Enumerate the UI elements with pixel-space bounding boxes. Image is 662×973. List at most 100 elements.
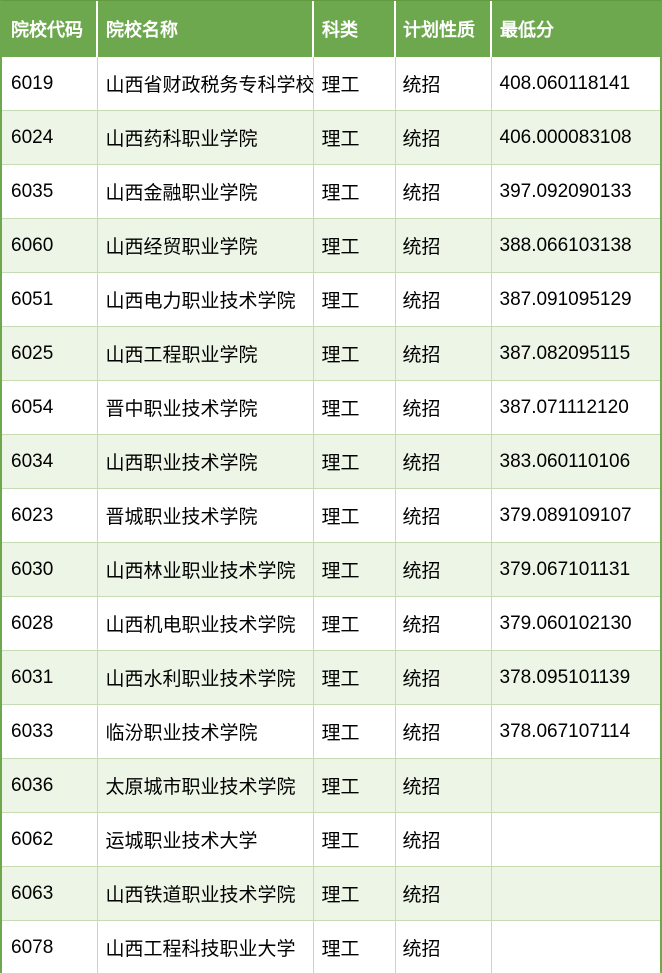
cell-name: 临汾职业技术学院 xyxy=(97,704,314,759)
cell-category: 理工 xyxy=(313,434,396,489)
cell-category: 理工 xyxy=(313,164,396,219)
cell-name: 山西药科职业学院 xyxy=(97,110,314,165)
table-row: 6033 临汾职业技术学院 理工 统招 378.067107114 xyxy=(2,704,660,759)
column-header-college-code: 院校代码 xyxy=(2,1,98,57)
table-row: 6030 山西林业职业技术学院 理工 统招 379.067101131 xyxy=(2,542,660,597)
cell-name: 太原城市职业技术学院 xyxy=(97,758,314,813)
cell-score: 387.091095129 xyxy=(491,272,660,327)
cell-plan: 统招 xyxy=(395,866,492,921)
cell-code: 6078 xyxy=(2,920,98,973)
cell-name: 山西铁道职业技术学院 xyxy=(97,866,314,921)
table-row: 6063 山西铁道职业技术学院 理工 统招 xyxy=(2,866,660,921)
cell-score xyxy=(491,758,660,813)
cell-category: 理工 xyxy=(313,57,396,111)
cell-score: 397.092090133 xyxy=(491,164,660,219)
table-row: 6034 山西职业技术学院 理工 统招 383.060110106 xyxy=(2,434,660,489)
cell-score xyxy=(491,812,660,867)
cell-score: 378.067107114 xyxy=(491,704,660,759)
cell-category: 理工 xyxy=(313,218,396,273)
cell-category: 理工 xyxy=(313,380,396,435)
cell-code: 6035 xyxy=(2,164,98,219)
cell-name: 山西职业技术学院 xyxy=(97,434,314,489)
cell-plan: 统招 xyxy=(395,218,492,273)
cell-name: 山西经贸职业学院 xyxy=(97,218,314,273)
cell-plan: 统招 xyxy=(395,110,492,165)
cell-name: 山西水利职业技术学院 xyxy=(97,650,314,705)
cell-plan: 统招 xyxy=(395,326,492,381)
cell-plan: 统招 xyxy=(395,164,492,219)
cell-plan: 统招 xyxy=(395,920,492,973)
cell-code: 6023 xyxy=(2,488,98,543)
cell-plan: 统招 xyxy=(395,812,492,867)
cell-plan: 统招 xyxy=(395,488,492,543)
table-row: 6078 山西工程科技职业大学 理工 统招 xyxy=(2,920,660,973)
cell-score xyxy=(491,866,660,921)
table-row: 6024 山西药科职业学院 理工 统招 406.000083108 xyxy=(2,110,660,165)
cell-plan: 统招 xyxy=(395,596,492,651)
cell-code: 6033 xyxy=(2,704,98,759)
cell-code: 6036 xyxy=(2,758,98,813)
cell-code: 6051 xyxy=(2,272,98,327)
cell-name: 山西金融职业学院 xyxy=(97,164,314,219)
cell-code: 6054 xyxy=(2,380,98,435)
cell-score: 378.095101139 xyxy=(491,650,660,705)
cell-category: 理工 xyxy=(313,812,396,867)
cell-plan: 统招 xyxy=(395,650,492,705)
column-header-category: 科类 xyxy=(313,1,396,57)
table-row: 6036 太原城市职业技术学院 理工 统招 xyxy=(2,758,660,813)
cell-name: 晋城职业技术学院 xyxy=(97,488,314,543)
cell-category: 理工 xyxy=(313,758,396,813)
cell-name: 山西机电职业技术学院 xyxy=(97,596,314,651)
cell-name: 山西林业职业技术学院 xyxy=(97,542,314,597)
cell-name: 晋中职业技术学院 xyxy=(97,380,314,435)
cell-score: 408.060118141 xyxy=(491,57,660,111)
cell-code: 6060 xyxy=(2,218,98,273)
cell-category: 理工 xyxy=(313,596,396,651)
cell-category: 理工 xyxy=(313,488,396,543)
header-row: 院校代码 院校名称 科类 计划性质 最低分 xyxy=(2,1,660,57)
cell-category: 理工 xyxy=(313,542,396,597)
table-header: 院校代码 院校名称 科类 计划性质 最低分 xyxy=(2,1,660,57)
cell-score: 383.060110106 xyxy=(491,434,660,489)
table-row: 6028 山西机电职业技术学院 理工 统招 379.060102130 xyxy=(2,596,660,651)
column-header-plan-type: 计划性质 xyxy=(395,1,492,57)
cell-score: 387.082095115 xyxy=(491,326,660,381)
cell-plan: 统招 xyxy=(395,542,492,597)
table-row: 6054 晋中职业技术学院 理工 统招 387.071112120 xyxy=(2,380,660,435)
column-header-college-name: 院校名称 xyxy=(97,1,314,57)
cell-category: 理工 xyxy=(313,110,396,165)
cell-code: 6030 xyxy=(2,542,98,597)
cell-code: 6024 xyxy=(2,110,98,165)
cell-plan: 统招 xyxy=(395,380,492,435)
table-row: 6031 山西水利职业技术学院 理工 统招 378.095101139 xyxy=(2,650,660,705)
cell-plan: 统招 xyxy=(395,272,492,327)
cell-name: 山西工程职业学院 xyxy=(97,326,314,381)
table-row: 6019 山西省财政税务专科学校 理工 统招 408.060118141 xyxy=(2,57,660,111)
cell-name: 运城职业技术大学 xyxy=(97,812,314,867)
table-row: 6023 晋城职业技术学院 理工 统招 379.089109107 xyxy=(2,488,660,543)
cell-code: 6028 xyxy=(2,596,98,651)
cell-score xyxy=(491,920,660,973)
cell-score: 387.071112120 xyxy=(491,380,660,435)
cell-score: 379.067101131 xyxy=(491,542,660,597)
cell-category: 理工 xyxy=(313,866,396,921)
cell-plan: 统招 xyxy=(395,57,492,111)
table-row: 6025 山西工程职业学院 理工 统招 387.082095115 xyxy=(2,326,660,381)
table-row: 6062 运城职业技术大学 理工 统招 xyxy=(2,812,660,867)
cell-category: 理工 xyxy=(313,326,396,381)
table-row: 6060 山西经贸职业学院 理工 统招 388.066103138 xyxy=(2,218,660,273)
cell-score: 388.066103138 xyxy=(491,218,660,273)
cell-code: 6063 xyxy=(2,866,98,921)
cell-category: 理工 xyxy=(313,920,396,973)
cell-category: 理工 xyxy=(313,272,396,327)
cell-code: 6019 xyxy=(2,57,98,111)
cell-score: 406.000083108 xyxy=(491,110,660,165)
cell-name: 山西工程科技职业大学 xyxy=(97,920,314,973)
table-body: 6019 山西省财政税务专科学校 理工 统招 408.060118141 6024 山西药科… xyxy=(2,57,660,973)
cell-category: 理工 xyxy=(313,704,396,759)
cell-name: 山西省财政税务专科学校 xyxy=(97,57,314,111)
cell-name: 山西电力职业技术学院 xyxy=(97,272,314,327)
cell-code: 6034 xyxy=(2,434,98,489)
cell-score: 379.089109107 xyxy=(491,488,660,543)
